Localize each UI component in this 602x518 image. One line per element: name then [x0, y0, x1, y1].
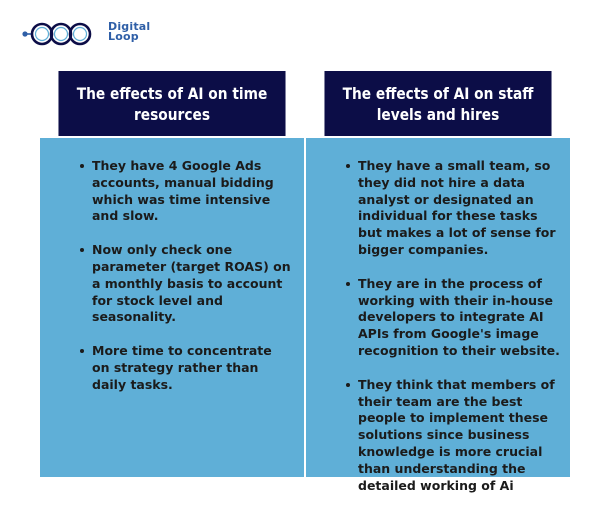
column-heading-text: The effects of AI on time resources: [76, 83, 268, 124]
bullet-item: More time to concentrate on strategy rat…: [80, 343, 292, 393]
bullet-item: They have 4 Google Ads accounts, manual …: [80, 158, 292, 225]
bullet-item: Now only check one parameter (target ROA…: [80, 242, 292, 326]
column-staff-levels: The effects of AI on staff levels and hi…: [306, 71, 570, 493]
column-body: They have 4 Google Ads accounts, manual …: [40, 138, 304, 477]
bullet-list: They have a small team, so they did not …: [346, 158, 560, 511]
bullet-item: They have a small team, so they did not …: [346, 158, 560, 259]
bullet-item: They are in the process of working with …: [346, 276, 560, 360]
comparison-table: The effects of AI on time resources They…: [40, 71, 570, 493]
column-time-resources: The effects of AI on time resources They…: [40, 71, 304, 477]
bullet-list: They have 4 Google Ads accounts, manual …: [80, 158, 292, 411]
column-body: They have a small team, so they did not …: [306, 138, 570, 493]
brand-line-2: Loop: [108, 30, 139, 43]
brand-line-1: Digital: [108, 20, 151, 33]
column-heading: The effects of AI on time resources: [58, 71, 286, 136]
digital-loop-logo: Digital Loop: [20, 14, 150, 50]
column-heading-text: The effects of AI on staff levels and hi…: [342, 83, 534, 124]
loop-rings-icon: [22, 22, 92, 46]
column-heading: The effects of AI on staff levels and hi…: [324, 71, 552, 136]
bullet-item: They think that members of their team ar…: [346, 377, 560, 495]
brand-name: Digital Loop: [108, 20, 151, 43]
